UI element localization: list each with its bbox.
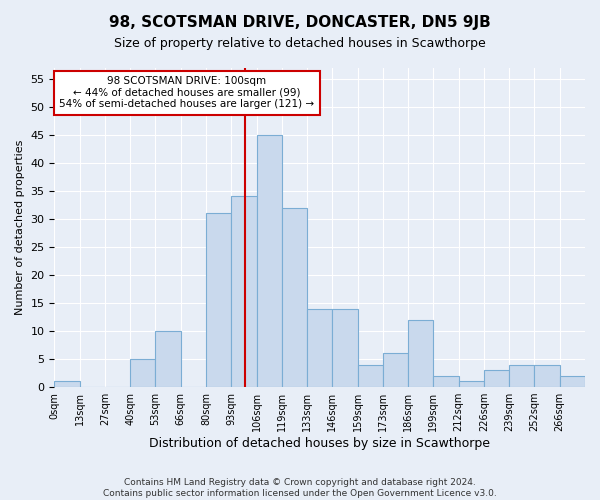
- Bar: [509, 364, 535, 387]
- Bar: [332, 308, 358, 387]
- Bar: [155, 331, 181, 387]
- Bar: [55, 382, 80, 387]
- Bar: [358, 364, 383, 387]
- Bar: [307, 308, 332, 387]
- Bar: [206, 214, 231, 387]
- Y-axis label: Number of detached properties: Number of detached properties: [15, 140, 25, 315]
- Bar: [130, 359, 155, 387]
- Bar: [231, 196, 257, 387]
- Text: 98 SCOTSMAN DRIVE: 100sqm
← 44% of detached houses are smaller (99)
54% of semi-: 98 SCOTSMAN DRIVE: 100sqm ← 44% of detac…: [59, 76, 314, 110]
- Text: 98, SCOTSMAN DRIVE, DONCASTER, DN5 9JB: 98, SCOTSMAN DRIVE, DONCASTER, DN5 9JB: [109, 15, 491, 30]
- X-axis label: Distribution of detached houses by size in Scawthorpe: Distribution of detached houses by size …: [149, 437, 490, 450]
- Bar: [433, 376, 458, 387]
- Text: Size of property relative to detached houses in Scawthorpe: Size of property relative to detached ho…: [114, 38, 486, 51]
- Bar: [484, 370, 509, 387]
- Bar: [458, 382, 484, 387]
- Bar: [408, 320, 433, 387]
- Bar: [282, 208, 307, 387]
- Bar: [560, 376, 585, 387]
- Text: Contains HM Land Registry data © Crown copyright and database right 2024.
Contai: Contains HM Land Registry data © Crown c…: [103, 478, 497, 498]
- Bar: [257, 135, 282, 387]
- Bar: [383, 354, 408, 387]
- Bar: [535, 364, 560, 387]
